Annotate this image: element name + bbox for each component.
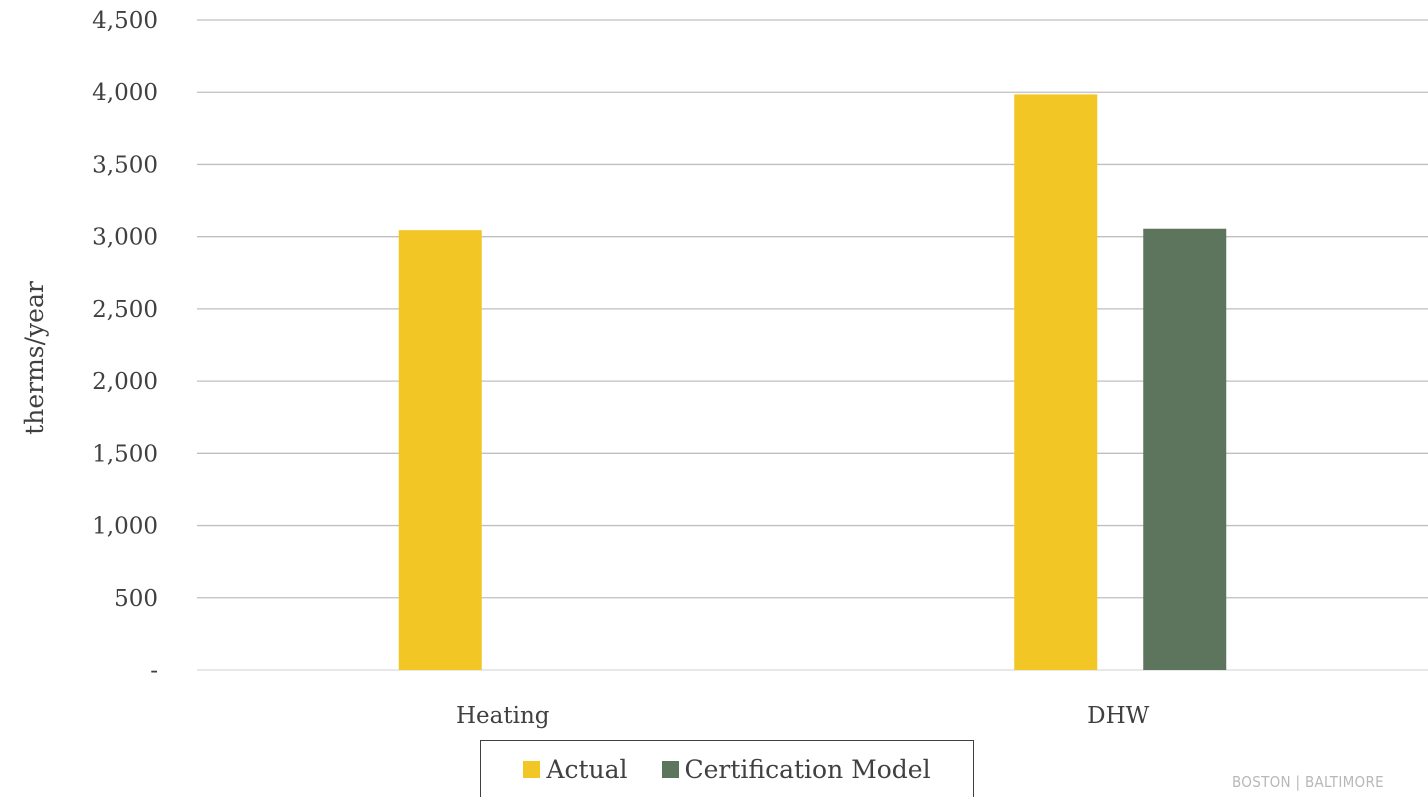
- legend-item-actual: Actual: [523, 754, 628, 784]
- y-tick-label: 4,500: [92, 8, 158, 34]
- bars: [398, 94, 1227, 670]
- y-tick-label: 3,000: [92, 225, 158, 251]
- legend: Actual Certification Model: [480, 740, 974, 797]
- x-category-label: DHW: [1087, 703, 1149, 729]
- y-tick-label: 500: [114, 586, 158, 612]
- x-category-label: Heating: [456, 703, 550, 729]
- y-axis-label: therms/year: [20, 281, 49, 435]
- legend-swatch-certification-model: [661, 760, 679, 778]
- y-tick-label: 2,000: [92, 369, 158, 395]
- legend-swatch-actual: [523, 760, 541, 778]
- y-tick-label: 4,000: [92, 80, 158, 106]
- y-tick-label: 2,500: [92, 297, 158, 323]
- y-axis-ticks: - 500 1,000 1,500 2,000 2,500 3,000 3,500 4,000 4…: [92, 8, 158, 684]
- y-tick-label: 3,500: [92, 152, 158, 178]
- legend-label-actual: Actual: [546, 754, 628, 784]
- y-tick-label: -: [150, 658, 158, 684]
- x-axis-categories: Heating DHW: [456, 703, 1150, 729]
- y-tick-label: 1,000: [92, 514, 158, 540]
- bar-certification-model-dhw: [1143, 228, 1227, 670]
- footer-text: BOSTON | BALTIMORE: [1232, 773, 1384, 791]
- legend-item-certification-model: Certification Model: [661, 754, 931, 784]
- legend-label-certification-model: Certification Model: [684, 754, 931, 784]
- bar-actual-dhw: [1014, 94, 1098, 670]
- y-tick-label: 1,500: [92, 441, 158, 467]
- bar-actual-heating: [398, 230, 482, 670]
- gridlines: [197, 19, 1428, 671]
